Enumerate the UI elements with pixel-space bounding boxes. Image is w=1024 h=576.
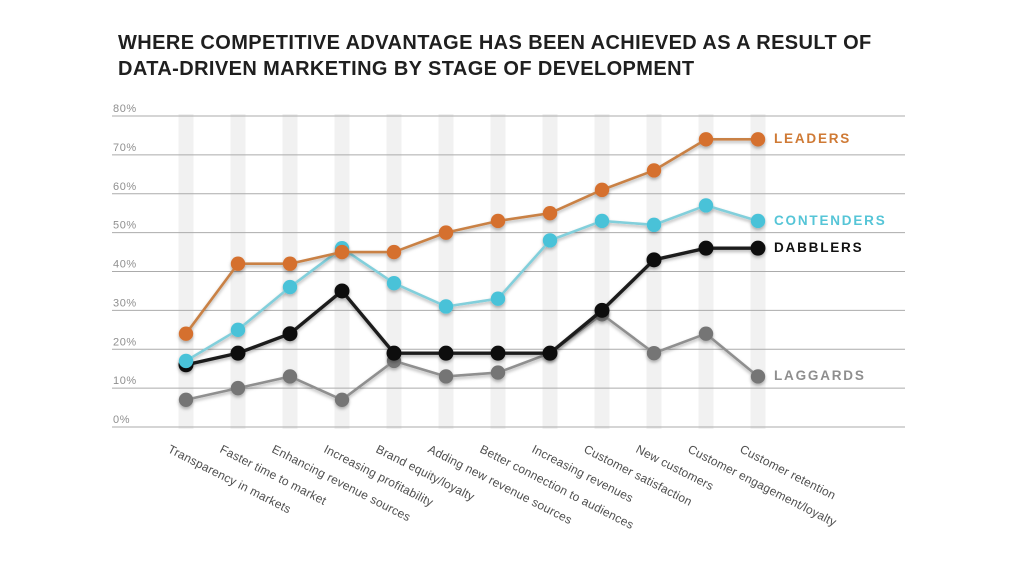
y-axis-tick-label: 50%	[113, 220, 137, 232]
leaders-point	[386, 244, 402, 260]
leaders-line	[184, 138, 760, 336]
legend-leaders: LEADERS	[774, 131, 852, 147]
contenders-line	[184, 204, 760, 363]
y-axis-tick-label: 80%	[113, 103, 137, 115]
contenders-point	[646, 217, 662, 233]
contenders-point	[542, 233, 558, 248]
dabblers-line	[184, 246, 760, 367]
leaders-point	[646, 163, 662, 178]
series-layer	[178, 132, 766, 407]
leaders-point	[282, 256, 298, 271]
y-axis-tick-label: 60%	[113, 181, 137, 193]
y-axis-tick-label: 30%	[113, 297, 137, 309]
contenders-point	[594, 213, 610, 229]
leaders-series	[178, 132, 766, 341]
dabblers-point	[490, 345, 506, 361]
dabblers-point	[386, 345, 402, 361]
leaders-point	[438, 225, 454, 240]
legend-contenders: CONTENDERS	[774, 212, 887, 228]
laggards-point	[490, 365, 506, 380]
laggards-point	[698, 326, 714, 341]
laggards-point	[178, 392, 194, 407]
contenders-point	[386, 275, 402, 291]
chart-title-line-1: WHERE COMPETITIVE ADVANTAGE HAS BEEN ACH…	[118, 32, 872, 54]
leaders-point	[698, 132, 714, 147]
y-axis-tick-label: 10%	[113, 375, 137, 387]
dabblers-point	[282, 326, 298, 342]
laggards-point	[750, 369, 766, 384]
dabblers-point	[334, 283, 350, 299]
legend-dabblers: DABBLERS	[774, 240, 864, 256]
contenders-point	[490, 291, 506, 306]
contenders-point	[230, 322, 246, 338]
contenders-point	[438, 299, 454, 314]
laggards-point	[646, 345, 662, 361]
dabblers-point	[438, 345, 454, 361]
leaders-point	[490, 213, 506, 229]
dabblers-point	[230, 345, 246, 361]
dabblers-point	[646, 252, 662, 268]
laggards-line	[184, 312, 760, 402]
contenders-point	[750, 213, 766, 229]
leaders-point	[594, 182, 610, 198]
contenders-point	[698, 198, 714, 213]
leaders-point	[334, 244, 350, 260]
chart-title-line-2: DATA-DRIVEN MARKETING BY STAGE OF DEVELO…	[118, 58, 695, 80]
dabblers-point	[542, 345, 558, 361]
laggards-point	[230, 380, 246, 396]
y-axis-tick-label: 0%	[113, 414, 130, 426]
dabblers-point	[698, 240, 714, 256]
leaders-point	[542, 205, 558, 221]
leaders-point	[750, 132, 766, 147]
contenders-series	[178, 198, 766, 369]
dabblers-point	[594, 302, 610, 318]
laggards-point	[334, 392, 350, 407]
contenders-point	[282, 279, 298, 295]
laggards-point	[282, 369, 298, 384]
contenders-point	[178, 353, 194, 369]
laggards-point	[438, 369, 454, 384]
leaders-point	[178, 326, 194, 341]
laggards-series	[178, 307, 766, 407]
leaders-point	[230, 256, 246, 271]
y-axis-tick-label: 70%	[113, 142, 137, 154]
dabblers-point	[750, 240, 766, 256]
legend-laggards: LAGGARDS	[774, 368, 866, 384]
y-axis-tick-label: 40%	[113, 259, 137, 271]
y-axis-tick-label: 20%	[113, 336, 137, 348]
chart-title: WHERE COMPETITIVE ADVANTAGE HAS BEEN ACH…	[118, 30, 928, 82]
